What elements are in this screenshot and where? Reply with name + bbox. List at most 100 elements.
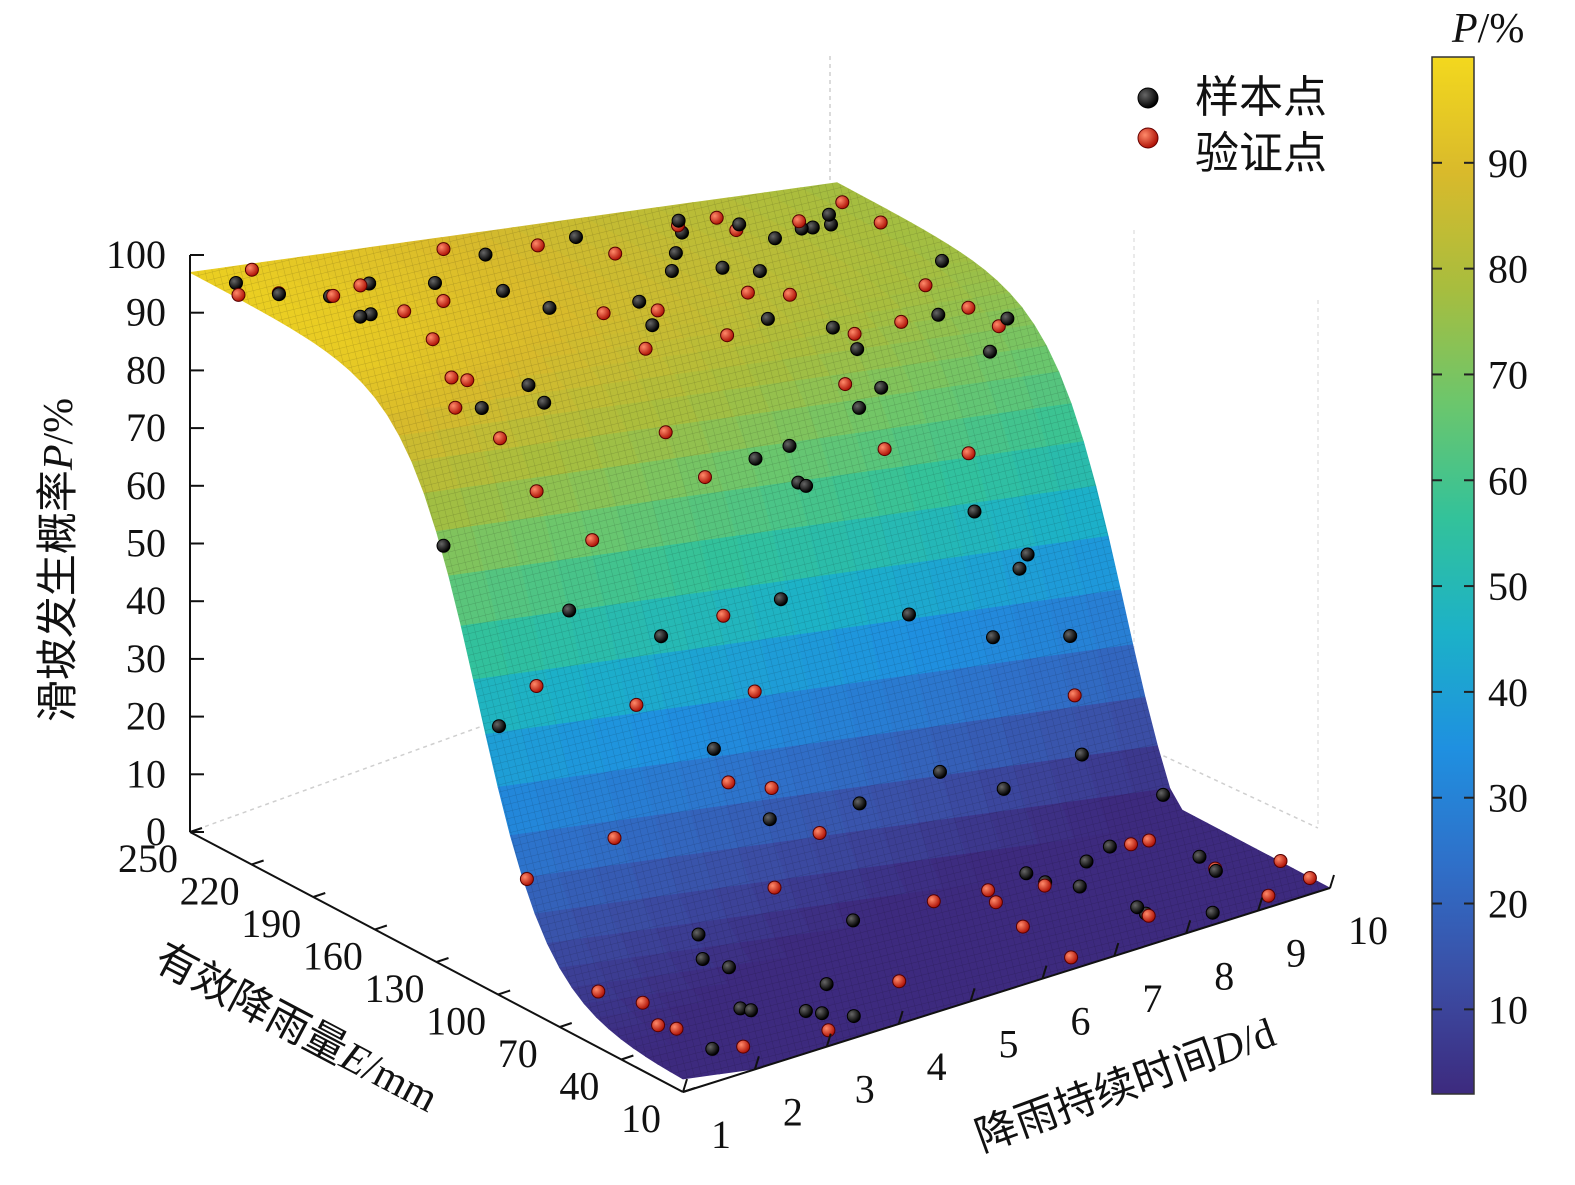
validation-point <box>529 679 544 693</box>
sample-point <box>496 283 510 298</box>
validation-point <box>1261 888 1276 903</box>
colorbar-bar <box>1431 56 1475 1095</box>
d-tick-mark <box>825 1033 832 1047</box>
sample-point <box>272 287 286 302</box>
validation-point <box>1067 688 1082 703</box>
validation-point <box>244 262 259 277</box>
sample-point <box>705 1041 720 1056</box>
colorbar-title: P/% <box>1451 6 1524 52</box>
sample-point <box>1020 547 1035 562</box>
sample-point <box>229 276 243 290</box>
sample-point <box>1063 629 1078 643</box>
validation-point <box>767 880 782 895</box>
validation-point <box>847 326 862 341</box>
validation-point <box>961 300 976 315</box>
sample-point <box>760 311 775 326</box>
validation-point <box>585 533 600 548</box>
z-tick-label: 60 <box>126 463 166 508</box>
legend: 样本点 验证点 <box>1137 72 1327 179</box>
d-tick-mark <box>753 1056 760 1070</box>
d-tick-label: 8 <box>1214 953 1234 998</box>
d-tick-mark <box>1257 897 1264 911</box>
sample-point <box>825 320 840 335</box>
validation-point <box>591 984 606 999</box>
validation-point <box>988 895 1003 910</box>
sample-point <box>1072 879 1087 894</box>
sample-point <box>436 538 451 553</box>
z-tick-label: 100 <box>106 232 166 277</box>
sample-point <box>542 300 557 315</box>
validation-point <box>635 995 650 1010</box>
sample-point <box>478 247 493 262</box>
e-tick-label: 130 <box>365 966 425 1011</box>
validation-point <box>1302 871 1317 885</box>
z-tick-label: 10 <box>126 751 166 796</box>
e-tick-mark <box>682 1087 696 1093</box>
e-tick-label: 190 <box>241 901 301 946</box>
sample-point <box>815 1006 829 1021</box>
e-tick-mark <box>189 827 203 833</box>
d-tick-mark <box>1113 942 1120 957</box>
colorbar-tick-label: 60 <box>1488 458 1528 503</box>
z-tick-label: 80 <box>126 347 166 392</box>
d-tick-label: 1 <box>711 1112 731 1157</box>
d-tick-label: 10 <box>1348 908 1388 953</box>
e-tick-mark <box>621 1054 634 1061</box>
sample-point <box>850 342 865 357</box>
sample-point <box>967 504 982 519</box>
validation-point <box>1142 833 1156 848</box>
sample-point <box>521 378 536 393</box>
validation-point <box>877 442 892 457</box>
validation-point <box>448 400 463 415</box>
z-tick-label: 50 <box>126 521 166 566</box>
sample-point <box>645 318 660 333</box>
d-tick-label: 3 <box>855 1067 875 1112</box>
e-axis-label: 有效降雨量E/mm <box>147 933 447 1122</box>
validation-point <box>1124 837 1138 852</box>
e-tick-mark <box>559 1022 573 1028</box>
d-tick-label: 7 <box>1142 976 1162 1021</box>
z-tick-label: 20 <box>126 694 166 739</box>
sample-point <box>632 294 647 309</box>
validation-point <box>736 1039 751 1054</box>
validation-point <box>926 894 941 909</box>
d-tick-label: 9 <box>1286 931 1306 976</box>
legend-label-validation: 验证点 <box>1195 128 1327 179</box>
validation-point <box>596 306 611 321</box>
sample-point <box>706 741 721 756</box>
validation-point <box>709 210 724 225</box>
d-tick-label: 2 <box>783 1089 803 1134</box>
sample-point <box>1019 866 1034 881</box>
e-tick-mark <box>374 924 388 931</box>
e-tick-label: 160 <box>303 934 363 979</box>
validation-point <box>460 373 475 388</box>
sample-point <box>1208 863 1223 878</box>
sample-point <box>474 401 489 415</box>
d-tick-label: 5 <box>999 1021 1019 1066</box>
validation-point <box>981 883 996 898</box>
z-axis-label: 滑坡发生概率P/% <box>33 398 82 722</box>
validation-point <box>764 781 779 795</box>
legend-label-sample: 样本点 <box>1195 72 1327 123</box>
sample-point <box>1102 839 1117 854</box>
probability-surface <box>188 182 1332 1080</box>
sample-point <box>1074 747 1089 762</box>
validation-point <box>436 242 451 257</box>
sample-point <box>935 253 949 268</box>
sample-point <box>668 246 683 261</box>
colorbar-tick-label: 10 <box>1488 987 1528 1032</box>
colorbar-tick-label: 70 <box>1488 352 1528 397</box>
d-tick-mark <box>897 1010 904 1025</box>
validation-point <box>782 287 797 302</box>
sample-point <box>822 207 836 222</box>
sample-point <box>744 1003 758 1018</box>
sample-point <box>1130 900 1145 915</box>
sample-point <box>654 629 669 644</box>
d-axis-ticks: 1 2 3 4 5 6 7 8 9 10 <box>682 874 1388 1157</box>
sample-point <box>773 592 788 607</box>
validation-point <box>425 332 440 347</box>
data-points <box>229 195 1317 1056</box>
sample-point <box>1079 854 1094 869</box>
e-tick-label: 250 <box>118 836 178 881</box>
